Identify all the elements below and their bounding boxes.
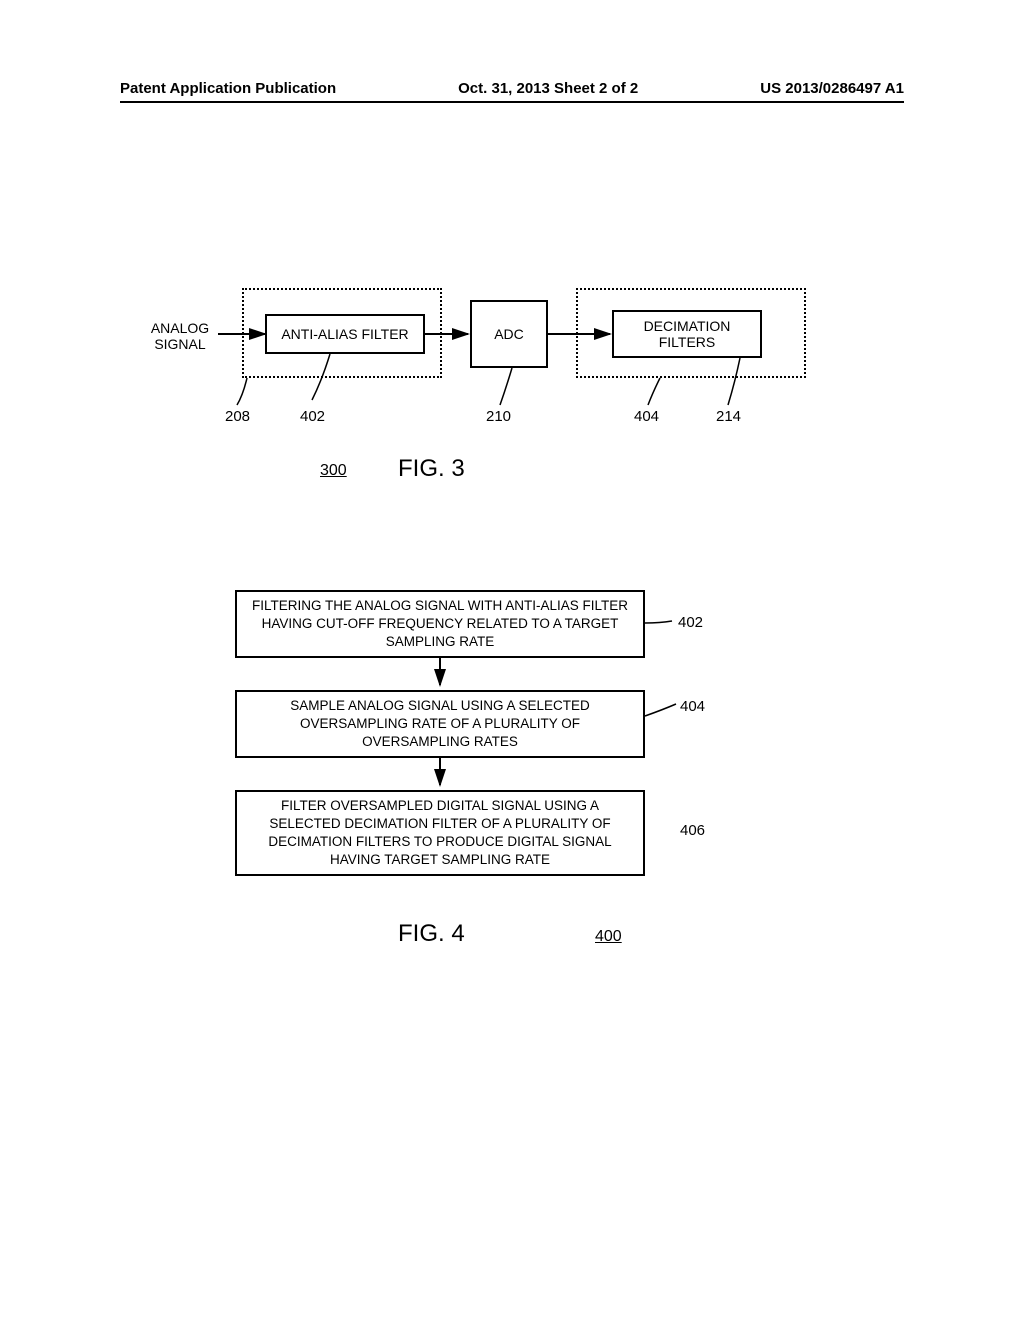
- anti-alias-filter-box: ANTI-ALIAS FILTER: [265, 314, 425, 354]
- patent-page: Patent Application Publication Oct. 31, …: [0, 0, 1024, 1320]
- analog-signal-label: ANALOG SIGNAL: [140, 320, 220, 352]
- flow-step-3: FILTER OVERSAMPLED DIGITAL SIGNAL USING …: [235, 790, 645, 876]
- fig4-label: FIG. 4: [398, 920, 465, 948]
- ref-404-fig4: 404: [680, 698, 705, 715]
- ref-406: 406: [680, 822, 705, 839]
- ref-214: 214: [716, 408, 741, 425]
- ref-210: 210: [486, 408, 511, 425]
- fig3-label: FIG. 3: [398, 455, 465, 483]
- ref-402-fig4: 402: [678, 614, 703, 631]
- decimation-filters-box: DECIMATION FILTERS: [612, 310, 762, 358]
- header-left: Patent Application Publication: [120, 80, 336, 97]
- page-header: Patent Application Publication Oct. 31, …: [120, 80, 904, 103]
- header-center: Oct. 31, 2013 Sheet 2 of 2: [458, 80, 638, 97]
- ref-208: 208: [225, 408, 250, 425]
- flow-step-2: SAMPLE ANALOG SIGNAL USING A SELECTED OV…: [235, 690, 645, 758]
- flow-step-1: FILTERING THE ANALOG SIGNAL WITH ANTI-AL…: [235, 590, 645, 658]
- adc-box: ADC: [470, 300, 548, 368]
- arrows-svg: [0, 0, 1024, 1320]
- ref-402-fig3: 402: [300, 408, 325, 425]
- ref-404-fig3: 404: [634, 408, 659, 425]
- fig4-ref: 400: [595, 928, 622, 946]
- header-right: US 2013/0286497 A1: [760, 80, 904, 97]
- fig3-ref: 300: [320, 462, 347, 480]
